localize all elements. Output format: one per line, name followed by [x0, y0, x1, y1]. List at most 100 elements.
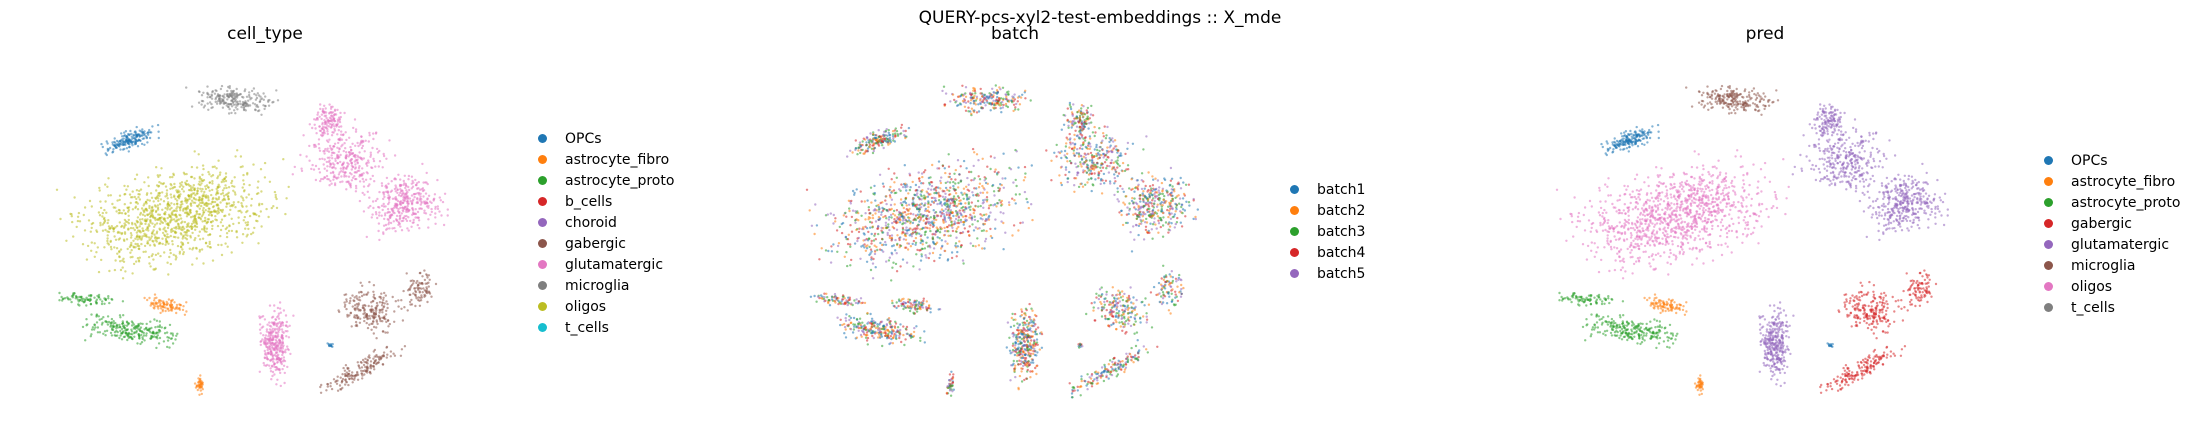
scatter-point: [203, 190, 206, 194]
scatter-point: [105, 140, 108, 143]
scatter-point: [189, 234, 192, 238]
scatter-point: [873, 250, 877, 253]
scatter-point: [939, 181, 943, 185]
scatter-point: [273, 304, 276, 307]
scatter-point: [168, 255, 171, 259]
scatter-point: [929, 203, 932, 206]
scatter-point: [892, 209, 896, 213]
scatter-point: [375, 305, 378, 308]
scatter-point: [894, 262, 898, 266]
scatter-point: [355, 297, 359, 300]
scatter-point: [424, 192, 428, 195]
scatter-point: [276, 348, 279, 352]
scatter-point: [981, 214, 984, 217]
scatter-point: [108, 301, 111, 305]
scatter-point: [135, 189, 139, 192]
scatter-point: [109, 331, 113, 335]
scatter-point: [973, 187, 976, 190]
scatter-point: [358, 180, 362, 183]
scatter-point: [342, 366, 345, 370]
scatter-point: [914, 236, 918, 240]
scatter-point: [427, 274, 431, 277]
scatter-point: [964, 109, 968, 113]
scatter-point: [337, 150, 340, 153]
scatter-point: [892, 189, 896, 192]
scatter-point: [271, 336, 275, 339]
scatter-point: [333, 174, 336, 177]
scatter-point: [206, 102, 209, 105]
scatter-point: [134, 326, 137, 329]
scatter-point: [412, 221, 415, 224]
scatter-point: [148, 199, 151, 202]
scatter-point: [211, 182, 214, 185]
scatter-point: [849, 202, 852, 205]
scatter-point: [373, 368, 376, 371]
scatter-point: [887, 143, 890, 146]
scatter-point: [835, 229, 839, 232]
scatter-point: [1004, 231, 1007, 234]
scatter-point: [981, 247, 984, 250]
scatter-point: [947, 165, 951, 168]
scatter-point: [929, 176, 932, 179]
scatter-point: [870, 201, 873, 204]
scatter-point: [906, 232, 909, 235]
scatter-point: [194, 217, 197, 220]
scatter-point: [869, 252, 872, 255]
scatter-point: [974, 92, 977, 95]
scatter-point: [203, 225, 206, 228]
scatter-point: [999, 211, 1002, 214]
scatter-point: [127, 150, 130, 153]
scatter-point: [199, 377, 202, 381]
scatter-point: [164, 206, 167, 210]
scatter-point: [96, 331, 100, 334]
scatter-point: [170, 213, 174, 216]
scatter-point: [166, 339, 170, 342]
scatter-point: [179, 214, 182, 217]
scatter-point: [891, 221, 894, 225]
scatter-point: [316, 113, 319, 116]
scatter-point: [972, 89, 975, 92]
legend-label: astrocyte_fibro: [565, 151, 670, 168]
scatter-point: [961, 209, 964, 212]
scatter-point: [432, 198, 435, 201]
scatter-point: [416, 279, 419, 283]
scatter-point: [122, 134, 126, 138]
scatter-point: [382, 298, 385, 302]
scatter-point: [367, 304, 370, 308]
scatter-point: [940, 208, 944, 211]
scatter-point: [326, 147, 329, 150]
scatter-point: [958, 240, 961, 243]
scatter-point: [329, 107, 333, 110]
scatter-point: [211, 227, 214, 231]
scatter-point: [322, 150, 325, 153]
scatter-point: [394, 184, 397, 187]
scatter-point: [113, 137, 116, 140]
scatter-point: [341, 143, 344, 146]
scatter-point: [382, 296, 385, 299]
scatter-point: [964, 207, 967, 210]
scatter-point: [170, 309, 174, 312]
scatter-point: [328, 144, 332, 148]
scatter-point: [420, 296, 423, 299]
scatter-point: [277, 347, 281, 350]
scatter-point: [232, 97, 235, 101]
scatter-point: [107, 230, 111, 234]
scatter-point: [270, 358, 273, 361]
scatter-point: [252, 163, 255, 166]
scatter-point: [157, 242, 161, 245]
scatter-point: [271, 330, 275, 334]
scatter-point: [373, 355, 376, 358]
scatter-point: [336, 108, 339, 112]
scatter-point: [146, 141, 149, 144]
scatter-point: [245, 196, 248, 199]
scatter-point: [181, 187, 184, 191]
scatter-point: [354, 184, 358, 188]
scatter-point: [231, 184, 234, 188]
scatter-point: [922, 182, 925, 185]
scatter-point: [921, 175, 924, 179]
scatter-point: [200, 182, 203, 185]
scatter-point: [266, 323, 269, 326]
scatter-point: [892, 261, 895, 264]
scatter-point: [360, 366, 364, 369]
scatter-point: [140, 142, 144, 146]
